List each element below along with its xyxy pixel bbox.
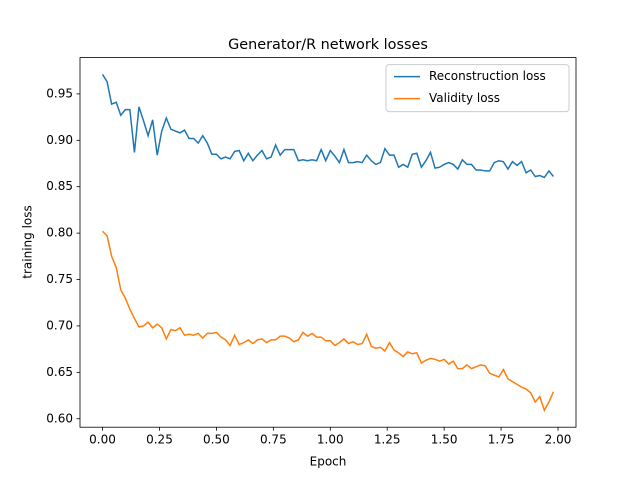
x-tick-label: 0.50 — [203, 433, 230, 447]
y-tick-label: 0.75 — [46, 272, 73, 286]
y-tick-label: 0.60 — [46, 411, 73, 425]
x-tick-label: 2.00 — [545, 433, 572, 447]
line-series — [101, 74, 555, 179]
legend-label: Validity loss — [429, 91, 500, 105]
x-tick-label: 1.25 — [374, 433, 401, 447]
x-tick-label: 0.00 — [89, 433, 116, 447]
x-tick-label: 0.75 — [260, 433, 287, 447]
y-tick-label: 0.80 — [46, 226, 73, 240]
x-axis-label: Epoch — [310, 455, 347, 469]
x-tick-label: 1.00 — [317, 433, 344, 447]
legend-label: Reconstruction loss — [429, 69, 546, 83]
y-tick-label: 0.95 — [46, 86, 73, 100]
x-tick-label: 1.50 — [431, 433, 458, 447]
y-tick-label: 0.70 — [46, 318, 73, 332]
legend-box — [385, 64, 570, 113]
y-axis-label: training loss — [21, 205, 35, 278]
y-tick-label: 0.90 — [46, 133, 73, 147]
y-tick-label: 0.85 — [46, 179, 73, 193]
plot-frame — [79, 57, 577, 428]
x-tick-label: 1.75 — [488, 433, 515, 447]
y-tick-label: 0.65 — [46, 365, 73, 379]
x-tick-label: 0.25 — [146, 433, 173, 447]
line-series — [102, 230, 555, 413]
chart-title: Generator/R network losses — [228, 37, 428, 53]
